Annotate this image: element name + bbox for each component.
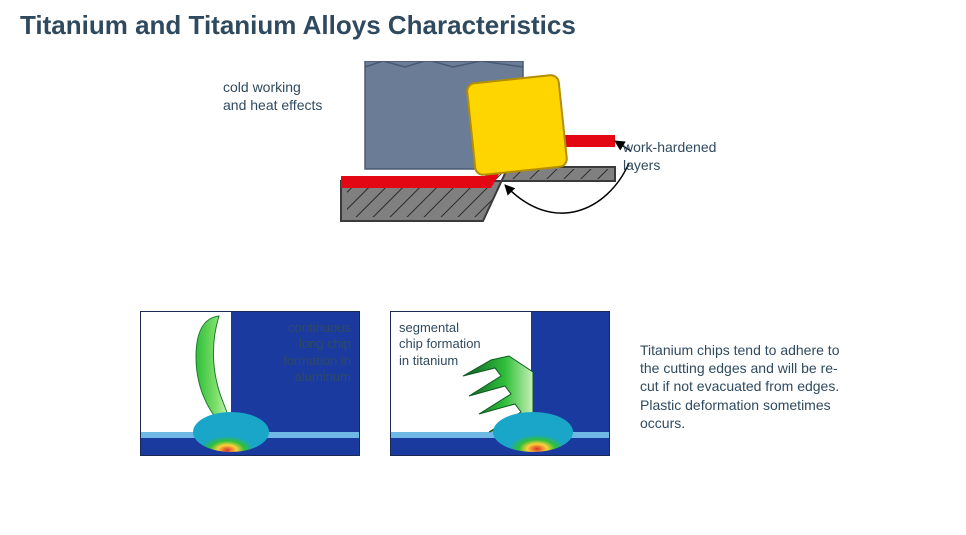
- bottom-row: continuouslong chipformation inaluminum: [20, 311, 946, 456]
- panel-titanium-chip: segmentalchip formationin titanium: [390, 311, 610, 456]
- label-titanium-chip: segmentalchip formationin titanium: [399, 320, 519, 369]
- page-title: Titanium and Titanium Alloys Characteris…: [20, 10, 946, 41]
- label-aluminum-chip: continuouslong chipformation inaluminum: [241, 320, 351, 385]
- panel-aluminum-chip: continuouslong chipformation inaluminum: [140, 311, 360, 456]
- side-description: Titanium chips tend to adhere to the cut…: [640, 341, 840, 432]
- label-work-hardened: work-hardenedlayers: [623, 139, 743, 174]
- machining-cross-section-diagram: cold workingand heat effects work-harden…: [223, 61, 743, 251]
- label-cold-working: cold workingand heat effects: [223, 79, 343, 114]
